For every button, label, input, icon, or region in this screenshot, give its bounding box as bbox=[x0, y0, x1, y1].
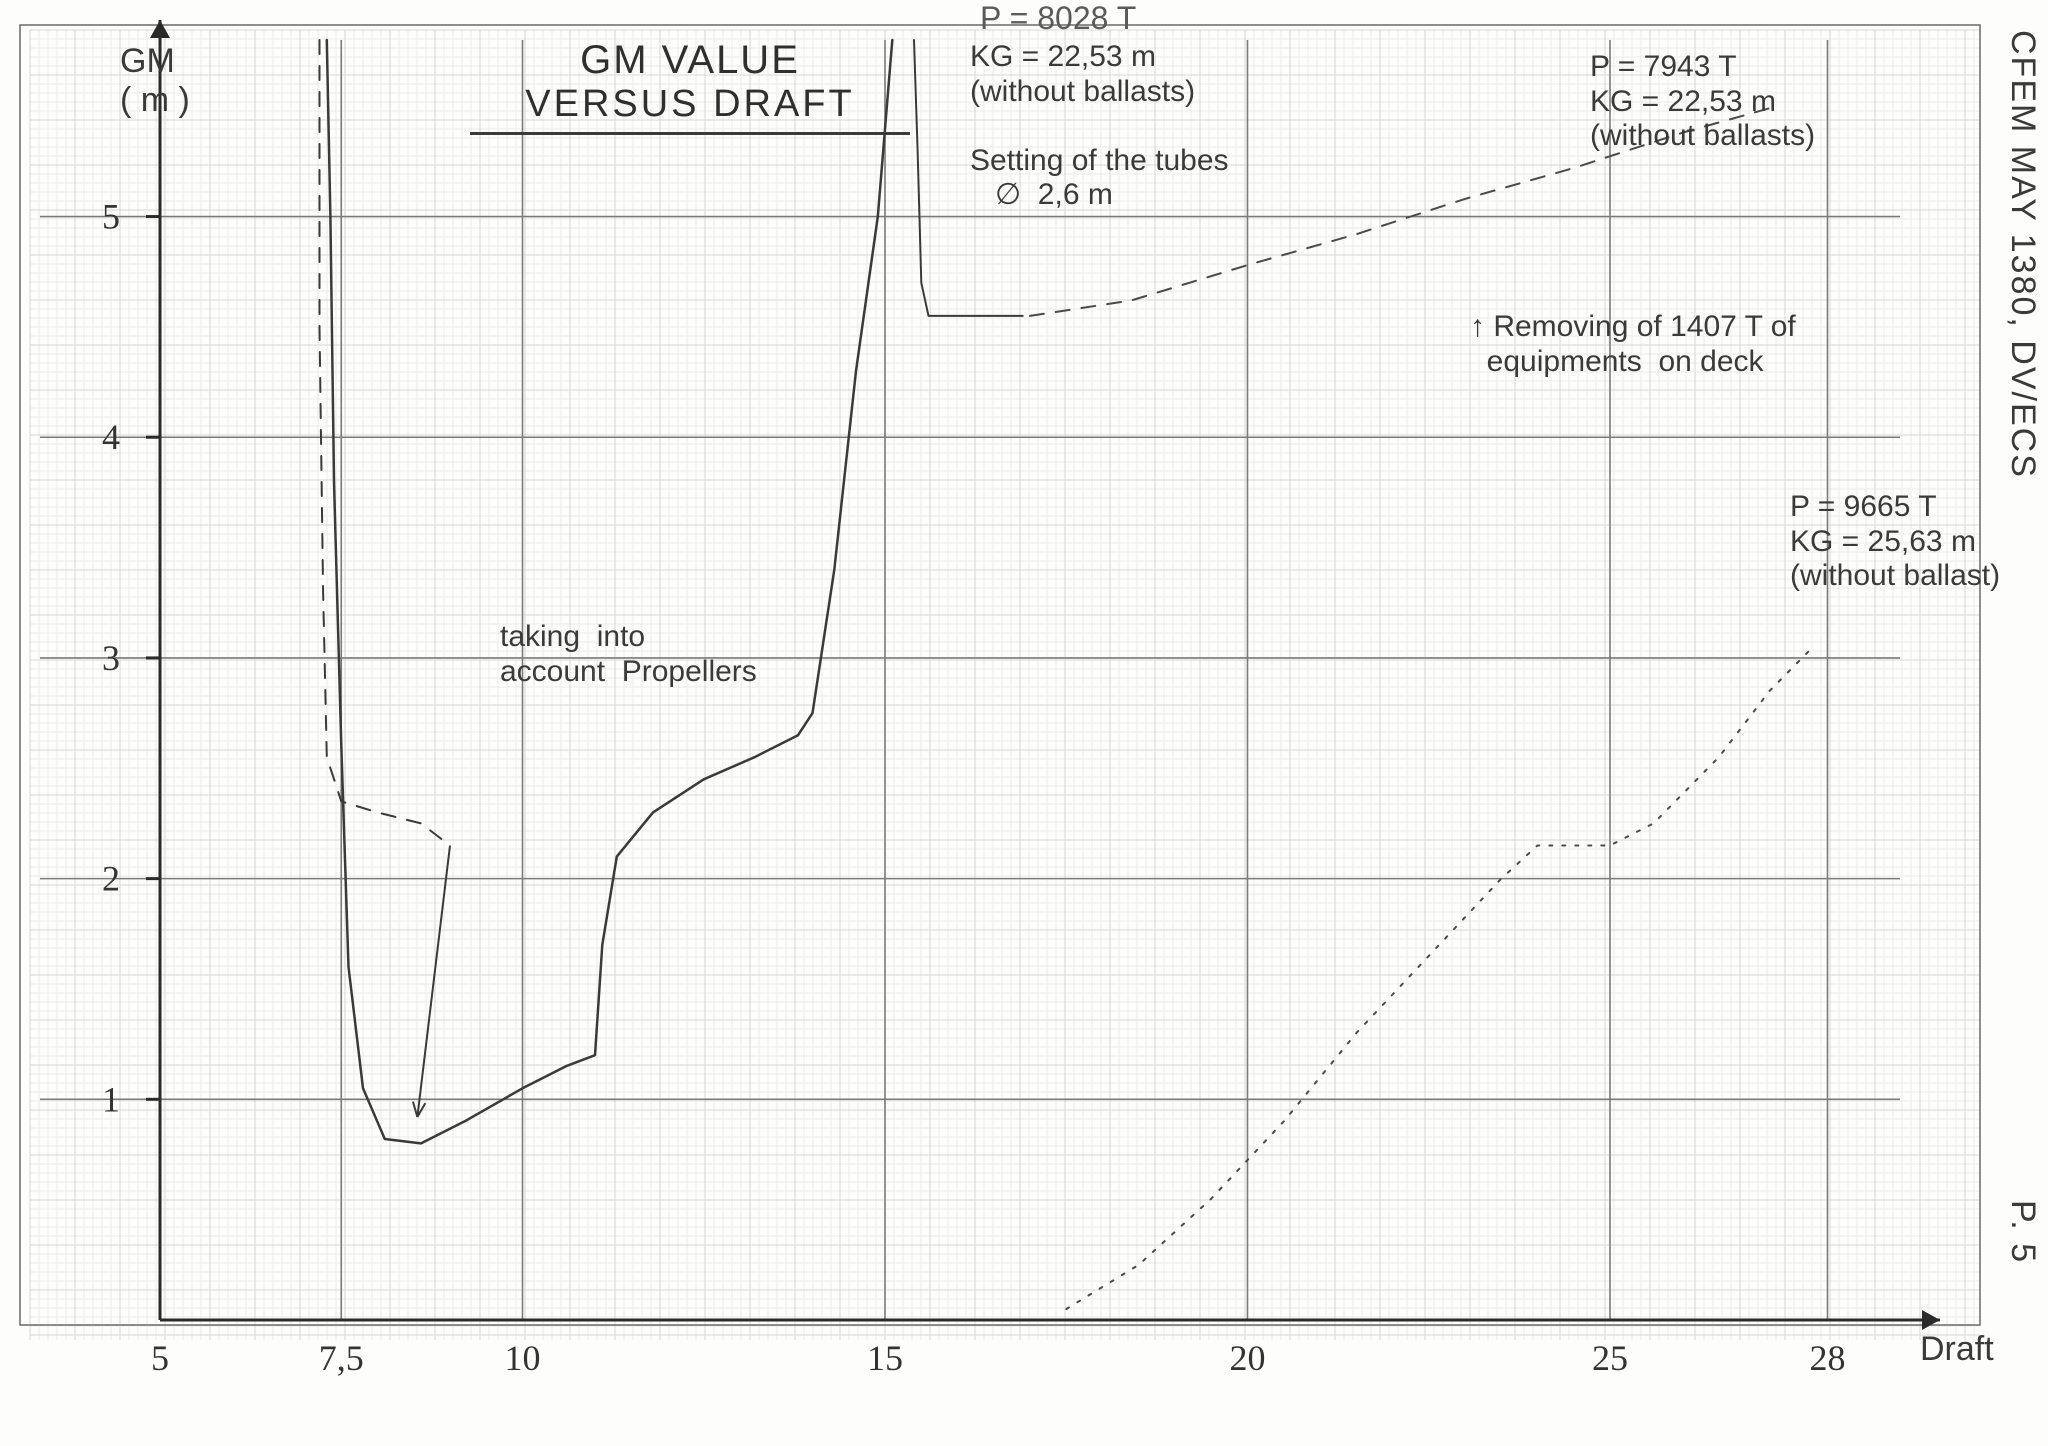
svg-text:1: 1 bbox=[102, 1079, 120, 1119]
svg-text:5: 5 bbox=[151, 1338, 169, 1378]
annot-propellers: taking into account Propellers bbox=[500, 620, 757, 689]
annot-top-block: KG = 22,53 m (without ballasts) Setting … bbox=[970, 40, 1229, 213]
chart-title: GM VALUE VERSUS DRAFT bbox=[470, 38, 910, 135]
svg-text:4: 4 bbox=[102, 417, 120, 457]
svg-text:20: 20 bbox=[1230, 1338, 1266, 1378]
svg-text:15: 15 bbox=[867, 1338, 903, 1378]
svg-text:10: 10 bbox=[505, 1338, 541, 1378]
chart-title-line2: VERSUS DRAFT bbox=[470, 83, 910, 126]
svg-text:28: 28 bbox=[1810, 1338, 1846, 1378]
svg-text:3: 3 bbox=[102, 638, 120, 678]
gm-vs-draft-chart: 5 7,5 10 15 20 25 28 1 2 3 4 5 bbox=[0, 0, 2048, 1446]
annot-p-upper: P = 7943 T KG = 22,53 m (without ballast… bbox=[1590, 50, 1815, 154]
annot-p-lower: P = 9665 T KG = 25,63 m (without ballast… bbox=[1790, 490, 2000, 594]
top-note: P = 8028 T bbox=[980, 0, 1136, 37]
svg-text:7,5: 7,5 bbox=[319, 1338, 364, 1378]
svg-text:25: 25 bbox=[1592, 1338, 1628, 1378]
side-label-bottom: P. 5 bbox=[2003, 1200, 2042, 1264]
chart-title-line1: GM VALUE bbox=[470, 38, 910, 83]
svg-text:5: 5 bbox=[102, 197, 120, 237]
annot-removing: ↑ Removing of 1407 T of equipments on de… bbox=[1470, 310, 1796, 379]
side-label-top: CFEM MAY 1380, DV/ECS bbox=[2003, 30, 2042, 479]
svg-text:2: 2 bbox=[102, 859, 120, 899]
y-axis-label: GM ( m ) bbox=[120, 42, 190, 120]
x-axis-label: Draft bbox=[1920, 1330, 1994, 1369]
